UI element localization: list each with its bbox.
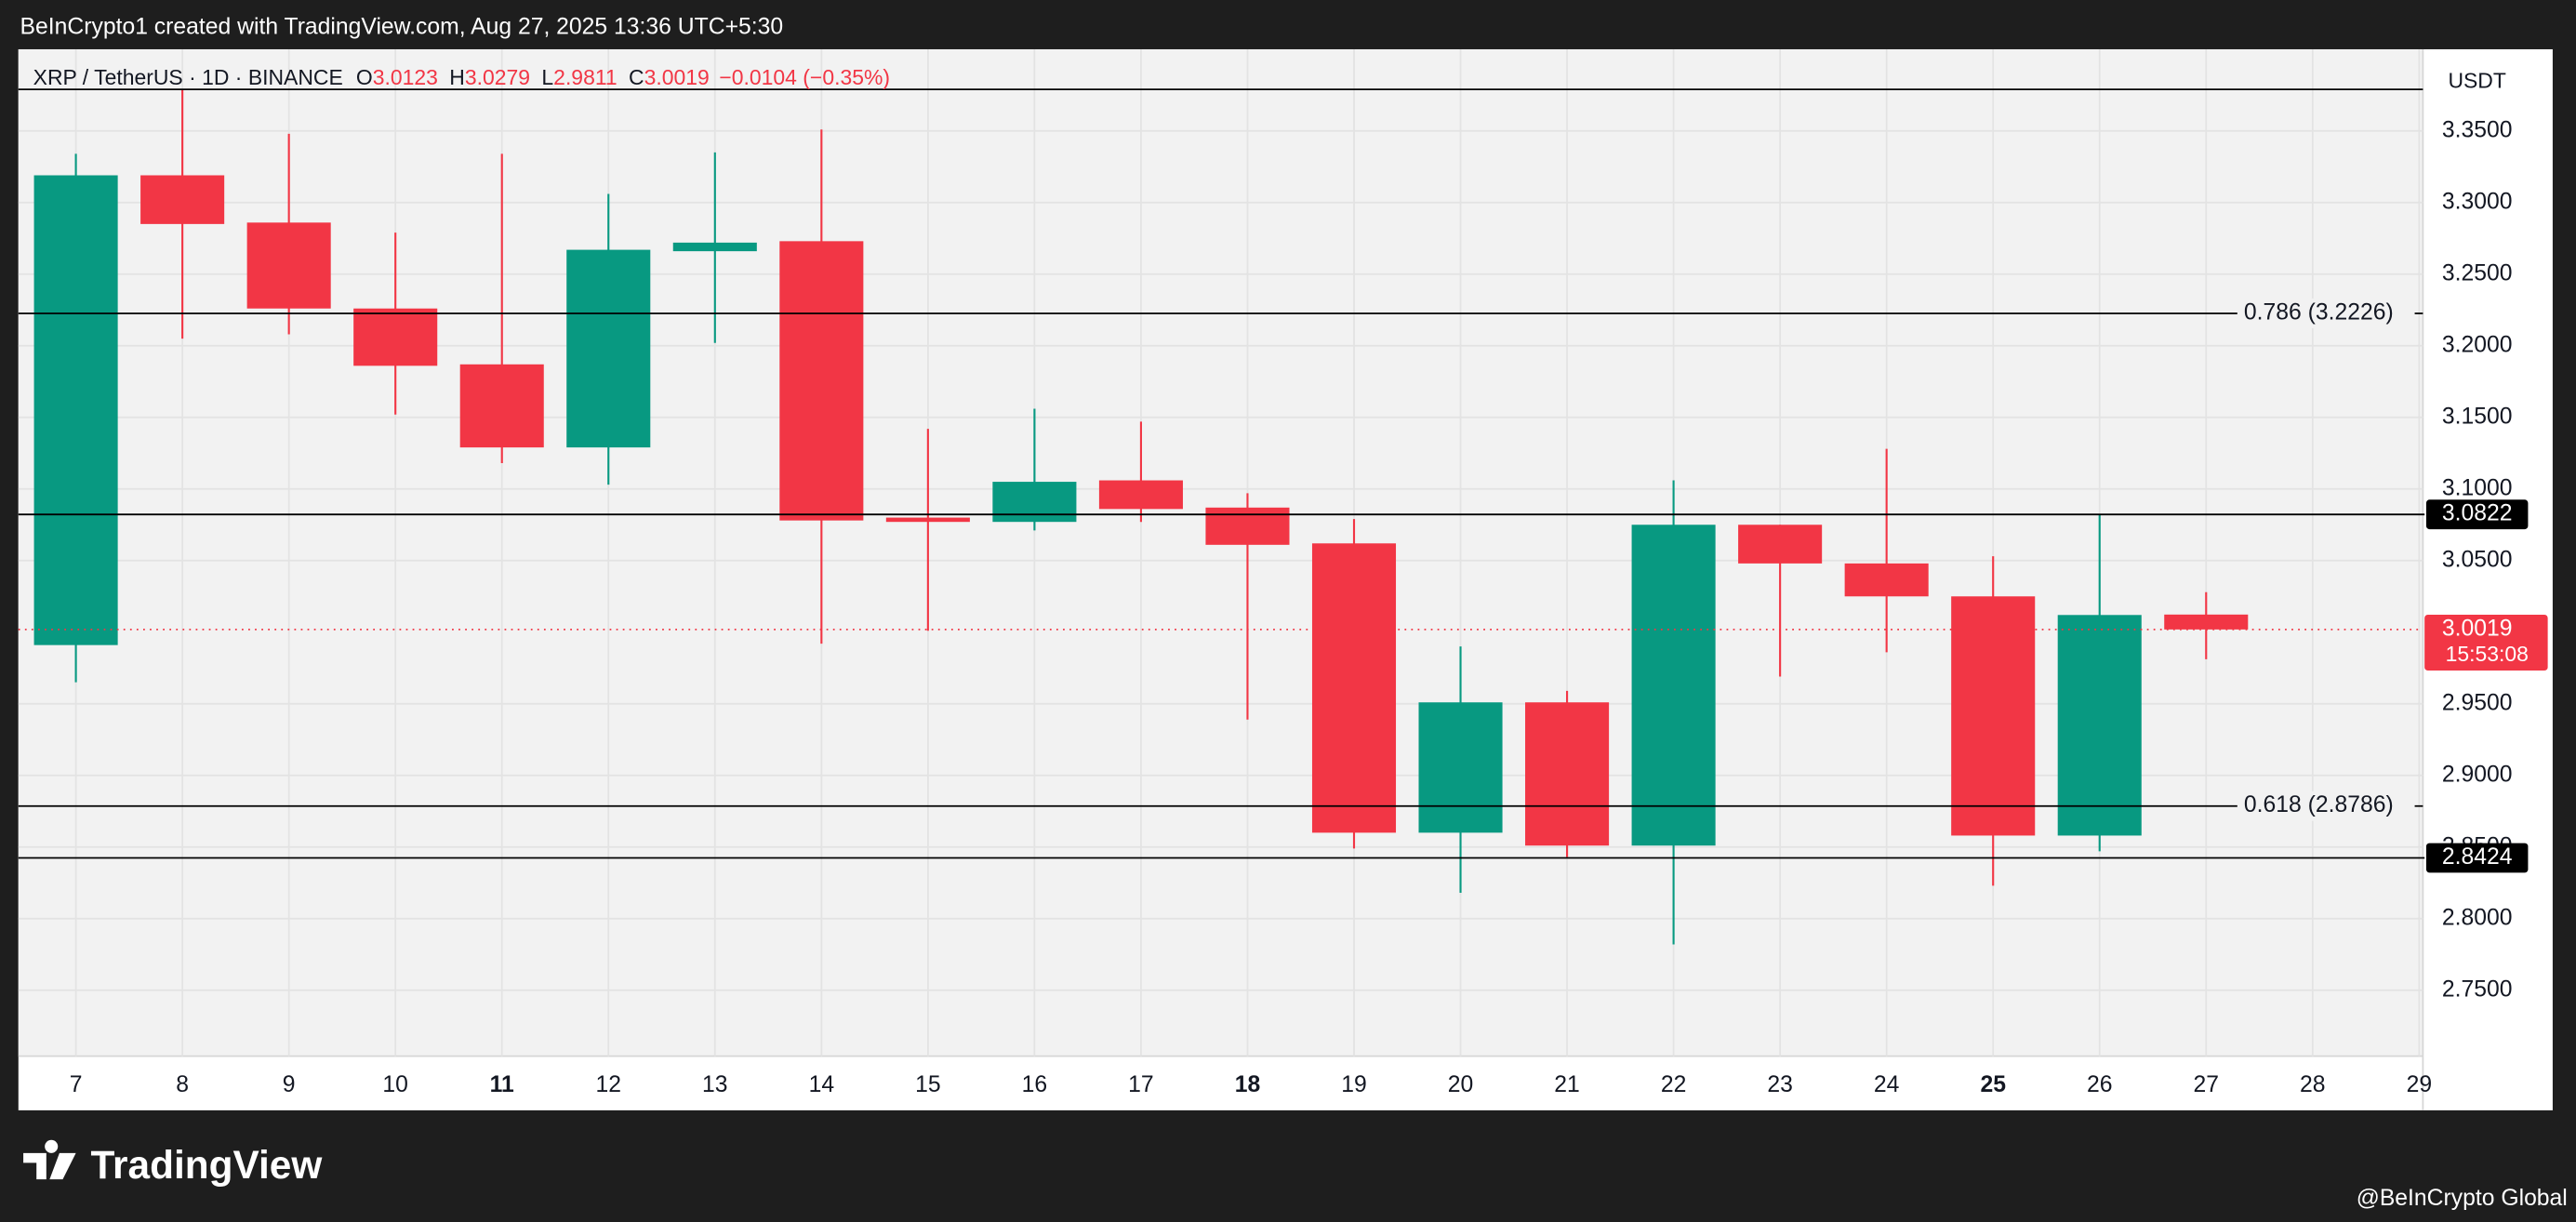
candle-body: [1525, 702, 1610, 846]
x-tick-label: 21: [1554, 1072, 1580, 1097]
x-tick-label: 22: [1661, 1072, 1687, 1097]
x-tick-label: 23: [1767, 1072, 1793, 1097]
axis-level-label: 3.0822: [2442, 501, 2513, 526]
ohlc-key: O: [356, 65, 373, 89]
candle-body: [1098, 480, 1183, 510]
x-tick-label: 19: [1341, 1072, 1367, 1097]
y-tick-label: 3.1000: [2442, 475, 2513, 500]
y-tick-label: 2.7500: [2442, 976, 2513, 1002]
x-tick-label: 17: [1128, 1072, 1154, 1097]
overlay: 0.786 (3.2226) 3.0822 0.618 (2.8786) 2.8424…: [18, 88, 2548, 873]
title: XRP / TetherUS · 1D · BINANCE: [33, 65, 343, 89]
x-tick-label: 28: [2300, 1072, 2326, 1097]
x-tick-label: 29: [2407, 1072, 2433, 1097]
y-tick-label: 3.0500: [2442, 547, 2513, 572]
x-tick-label: 24: [1874, 1072, 1900, 1097]
level-label-bg: [2237, 790, 2415, 821]
candle-body: [779, 241, 864, 521]
candle-body: [140, 175, 225, 224]
x-tick-label: 18: [1235, 1072, 1261, 1097]
candle-body: [1951, 596, 2036, 836]
ohlc-key: C: [629, 65, 644, 89]
marks: [33, 89, 2249, 945]
candle-body: [672, 242, 757, 252]
watermark: @BeInCrypto Global: [2357, 1186, 2568, 1211]
candle-body: [2057, 615, 2142, 836]
plot-area: [18, 48, 2423, 1056]
y-tick-label: 2.8000: [2442, 905, 2513, 930]
candle-body: [992, 482, 1077, 523]
candle-body: [1205, 507, 1290, 545]
x-tick-label: 8: [176, 1072, 189, 1097]
level-label: 0.618 (2.8786): [2244, 792, 2394, 817]
ohlc-value: 3.0279: [465, 65, 530, 89]
last-price-bg: [2424, 614, 2548, 671]
credit: BeInCrypto1 created with TradingView.com…: [20, 15, 784, 40]
x-tick-label: 13: [702, 1072, 728, 1097]
x-tick-label: 12: [596, 1072, 622, 1097]
y-tick-label: 3.3500: [2442, 117, 2513, 142]
y-tick-label: 3.1500: [2442, 404, 2513, 429]
y-tick-label: 3.2000: [2442, 332, 2513, 357]
candle-body: [33, 175, 118, 645]
candle-body: [459, 364, 544, 448]
x-tick-label: 15: [915, 1072, 941, 1097]
y-tick-label: 3.2500: [2442, 260, 2513, 286]
grid: 2.75002.80002.85002.90002.95003.05003.10…: [18, 48, 2513, 1097]
axis-level-label: 2.8424: [2442, 844, 2513, 870]
x-tick-label: 14: [809, 1072, 835, 1097]
x-tick-label: 20: [1448, 1072, 1474, 1097]
x-tick-label: 7: [70, 1072, 83, 1097]
x-tick-label: 26: [2087, 1072, 2113, 1097]
x-tick-label: 9: [283, 1072, 296, 1097]
level-label-bg: [2237, 299, 2415, 328]
candle-body: [246, 222, 331, 309]
candle-body: [353, 308, 438, 366]
x-tick-label: 10: [382, 1072, 407, 1097]
candle-body: [1418, 702, 1503, 833]
candle-body: [1738, 525, 1823, 564]
logo-icon: [23, 1139, 76, 1180]
candle-body: [1631, 525, 1716, 846]
y-tick-label: 3.3000: [2442, 189, 2513, 214]
ohlc-key: L: [541, 65, 553, 89]
x-tick-label: 16: [1022, 1072, 1048, 1097]
change: −0.0104 (−0.35%): [719, 65, 890, 89]
axis-level-bg: [2425, 499, 2529, 530]
candle-body: [2164, 614, 2249, 630]
x-tick-label: 25: [1980, 1072, 2006, 1097]
x-tick-label: 27: [2194, 1072, 2220, 1097]
y-tick-label: 2.9000: [2442, 762, 2513, 787]
candle-body: [885, 517, 970, 523]
last-price-label: 3.0019: [2442, 616, 2513, 641]
symbol-header: XRP / TetherUS · 1D · BINANCE O3.0123 H3.0…: [33, 65, 890, 89]
ohlc-key: H: [449, 65, 465, 89]
y-tick-label: 2.9500: [2442, 690, 2513, 715]
candle-body: [1844, 563, 1929, 597]
logo: TradingView: [23, 1139, 323, 1187]
logo-text: TradingView: [90, 1143, 323, 1187]
ohlc-value: 3.0123: [373, 65, 438, 89]
countdown: 15:53:08: [2446, 642, 2529, 666]
ohlc-value: 3.0019: [644, 65, 710, 89]
y-unit: USDT: [2448, 68, 2505, 92]
level-label: 0.786 (3.2226): [2244, 299, 2394, 325]
candle-body: [1311, 543, 1397, 833]
axis-level-bg: [2425, 843, 2529, 873]
x-tick-label: 11: [490, 1072, 514, 1097]
ohlc-value: 2.9811: [553, 65, 617, 89]
candle-body: [566, 249, 651, 448]
